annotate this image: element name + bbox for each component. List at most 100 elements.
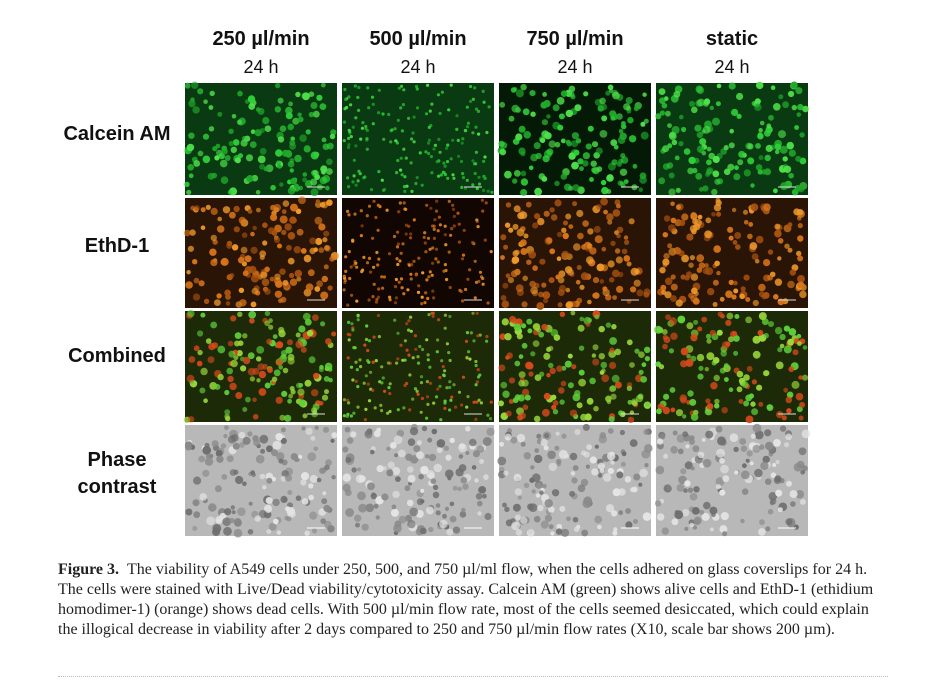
- cell: [481, 89, 485, 93]
- cell: [430, 273, 434, 277]
- cell: [469, 84, 473, 89]
- cell: [214, 485, 222, 493]
- cell: [427, 437, 433, 443]
- cell: [447, 108, 451, 112]
- cell: [447, 199, 451, 203]
- cell: [387, 112, 391, 117]
- cell: [456, 138, 460, 142]
- cell: [610, 393, 617, 400]
- cell: [427, 313, 431, 317]
- cell: [241, 136, 247, 141]
- cell: [367, 339, 372, 343]
- cell: [592, 358, 600, 366]
- micrograph-background: [342, 311, 494, 422]
- micrograph: [654, 311, 809, 424]
- cell: [743, 209, 748, 215]
- cell: [439, 173, 443, 177]
- cell: [224, 508, 232, 516]
- cell: [377, 335, 381, 339]
- cell: [275, 149, 283, 157]
- cell: [363, 175, 367, 179]
- cell: [752, 444, 761, 453]
- cell: [541, 323, 548, 331]
- cell: [692, 525, 698, 530]
- cell: [356, 314, 360, 318]
- cell: [666, 162, 674, 169]
- cell: [209, 90, 215, 97]
- cell: [344, 97, 348, 102]
- cell: [248, 265, 257, 274]
- cell: [416, 290, 421, 294]
- cell: [750, 183, 755, 188]
- cell: [296, 276, 302, 282]
- cell: [438, 384, 442, 388]
- cell: [609, 385, 617, 392]
- cell: [543, 210, 550, 217]
- cell: [582, 220, 589, 227]
- cell: [350, 322, 354, 326]
- cell: [233, 226, 240, 233]
- cell: [449, 233, 453, 237]
- cell: [472, 339, 476, 343]
- cell: [504, 506, 510, 513]
- cell: [672, 430, 678, 436]
- cell: [347, 213, 351, 217]
- cell: [538, 291, 544, 298]
- cell: [231, 244, 239, 251]
- cell: [513, 170, 521, 177]
- cell: [656, 513, 665, 521]
- cell: [403, 358, 407, 362]
- cell: [382, 137, 386, 141]
- cell: [356, 95, 360, 100]
- cell: [476, 375, 481, 379]
- cell: [711, 212, 716, 217]
- cell: [293, 183, 299, 189]
- cell: [344, 269, 348, 273]
- cell: [786, 391, 794, 399]
- cell: [534, 454, 543, 464]
- cell: [696, 353, 705, 362]
- cell: [245, 154, 254, 162]
- cell: [326, 199, 333, 206]
- cell: [714, 398, 720, 405]
- cell: [577, 484, 586, 493]
- cell: [300, 472, 310, 481]
- cell: [428, 247, 432, 251]
- cell: [626, 385, 633, 391]
- cell: [399, 168, 403, 172]
- cell: [287, 123, 295, 131]
- cell: [312, 314, 319, 321]
- cell: [728, 82, 736, 90]
- cell: [276, 160, 281, 166]
- cell: [425, 278, 429, 282]
- cell: [802, 105, 809, 113]
- cell: [611, 159, 618, 166]
- cell: [377, 88, 381, 92]
- cell: [256, 378, 261, 383]
- cell: [461, 137, 465, 141]
- cell: [689, 522, 694, 528]
- cell: [200, 367, 208, 376]
- cell: [367, 298, 371, 302]
- cell: [706, 159, 712, 166]
- cell: [371, 236, 375, 240]
- cell: [538, 331, 545, 338]
- cell: [638, 351, 645, 359]
- cell: [373, 406, 377, 410]
- cell: [391, 466, 401, 476]
- cell: [626, 339, 633, 346]
- cell: [273, 369, 281, 377]
- cell: [721, 407, 728, 414]
- cell: [696, 131, 703, 139]
- cell: [643, 118, 649, 124]
- cell: [203, 99, 208, 104]
- cell: [785, 396, 793, 404]
- cell: [688, 262, 694, 268]
- cell: [582, 423, 590, 431]
- cell: [606, 399, 612, 405]
- cell: [432, 147, 436, 151]
- cell: [720, 511, 729, 521]
- cell: [342, 274, 346, 278]
- cell: [770, 85, 776, 90]
- cell: [440, 359, 444, 363]
